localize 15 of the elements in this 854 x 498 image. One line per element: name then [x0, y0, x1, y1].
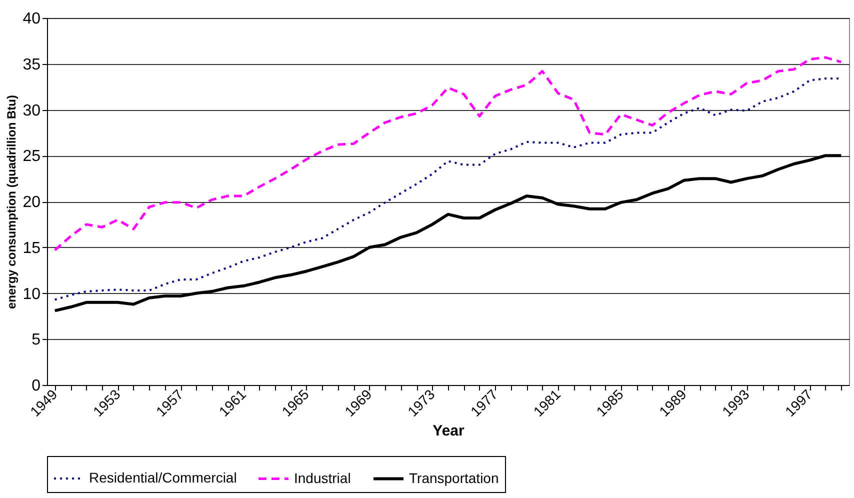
y-tick-label: 35: [22, 56, 41, 74]
legend-label: Industrial: [294, 470, 351, 486]
y-tick-label: 0: [32, 378, 41, 394]
y-tick-label: 25: [22, 148, 41, 166]
y-axis-title: energy consumption (quadrillion Btu): [4, 95, 19, 309]
x-axis-title: Year: [432, 422, 465, 440]
y-tick-label: 40: [22, 10, 41, 28]
legend-label: Transportation: [409, 470, 499, 486]
legend-label: Residential/Commercial: [89, 470, 237, 486]
y-tick-label: 15: [22, 240, 41, 257]
y-tick-label: 5: [32, 332, 41, 349]
y-tick-label: 30: [22, 102, 41, 120]
y-tick-label: 10: [22, 286, 41, 303]
line-series: [54, 56, 842, 252]
y-tick-label: 20: [22, 194, 41, 211]
